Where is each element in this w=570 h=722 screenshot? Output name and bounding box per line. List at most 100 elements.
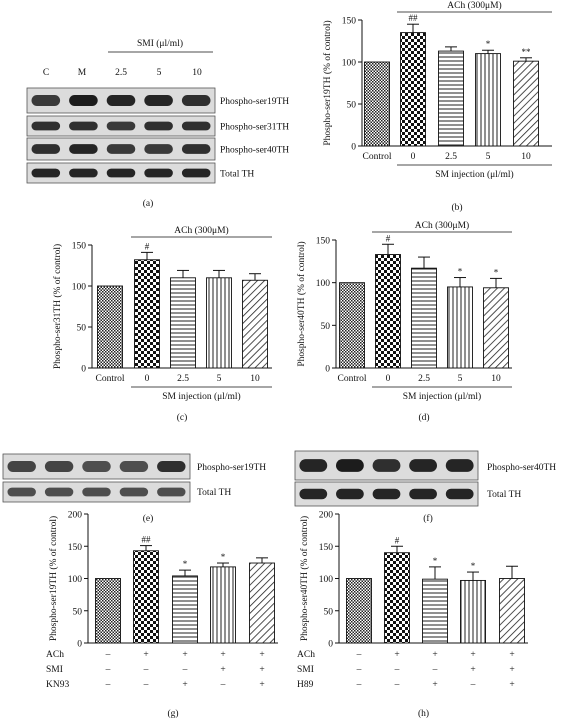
bar: [438, 50, 464, 147]
treatment-sign: +: [432, 680, 437, 690]
panel-label: (e): [143, 513, 154, 524]
treatment-sign: –: [105, 650, 111, 660]
x-tick-label: 2.5: [445, 152, 457, 162]
blot-e-row-strip: [2, 481, 191, 503]
panel-label: (a): [143, 198, 154, 209]
band: [335, 459, 364, 472]
band: [106, 121, 136, 131]
bar: [242, 279, 268, 369]
blot-a-row-strip: [26, 87, 216, 114]
treatment-name: KN93: [46, 680, 69, 690]
x-tick-label: Control: [95, 374, 124, 384]
x-tick-label: 5: [486, 152, 491, 162]
treatment-sign: –: [470, 680, 476, 690]
blot-f-row-strip: [294, 450, 479, 481]
treatment-name: ACh: [46, 650, 64, 660]
band: [69, 144, 98, 154]
blot-a-row-label: Phospho-ser40TH: [220, 146, 289, 156]
significance-label: #: [386, 233, 391, 243]
treatment-sign: +: [470, 665, 475, 675]
y-tick-label: 50: [73, 607, 83, 617]
bar: [447, 286, 473, 369]
treatment-sign: –: [182, 665, 188, 675]
band: [445, 488, 474, 500]
band: [31, 168, 61, 178]
band: [7, 461, 36, 472]
blot-e-row-label: Total TH: [197, 488, 231, 498]
significance-label: *: [494, 267, 499, 277]
band: [31, 121, 61, 131]
band: [181, 95, 211, 106]
bar: [422, 578, 448, 644]
band: [106, 144, 136, 154]
lane-label: C: [43, 68, 49, 78]
band: [144, 144, 173, 154]
significance-label: #: [145, 241, 150, 251]
blot-a-row-label: Phospho-ser31TH: [220, 123, 289, 133]
treatment-sign: –: [105, 665, 111, 675]
y-tick-label: 0: [351, 143, 356, 153]
sm-label: SM injection (μl/ml): [162, 391, 240, 402]
bar: [499, 578, 525, 644]
bar: [249, 562, 275, 644]
chart-h: 0 50 100 150 200 Phospho-ser40TH (% of contro…: [297, 511, 528, 719]
x-tick-label: Control: [337, 374, 366, 384]
x-tick-label: 10: [521, 152, 531, 162]
blot-e-row-label: Phospho-ser19TH: [197, 463, 266, 473]
blot-a-row-strip: [26, 115, 216, 137]
band: [181, 144, 211, 154]
treatment-sign: –: [220, 680, 226, 690]
band: [144, 121, 173, 131]
significance-label: *: [433, 556, 438, 566]
y-tick-label: 100: [342, 59, 357, 69]
treatment-sign: +: [394, 650, 399, 660]
chart-g: 0 50 100 150 200 Phospho-ser19TH (% of contro…: [46, 511, 278, 719]
band: [44, 461, 74, 472]
x-tick-label: 0: [411, 152, 416, 162]
x-tick-label: 0: [145, 374, 150, 384]
band: [157, 487, 186, 497]
y-tick-label: 100: [72, 283, 87, 293]
blot-a: SMI (μl/ml) C M 2.5 5 10 Phospho-ser19TH Phosph…: [26, 38, 289, 209]
y-tick-label: 0: [328, 640, 333, 650]
blot-a-header: SMI (μl/ml): [137, 38, 183, 49]
band: [144, 168, 173, 178]
y-axis-label: Phospho-ser40TH (% of control): [299, 516, 310, 641]
band: [144, 95, 173, 106]
bar: [400, 32, 426, 147]
bar: [339, 282, 365, 369]
y-tick-label: 50: [324, 607, 334, 617]
treatment-name: H89: [297, 680, 314, 690]
y-tick-label: 100: [68, 575, 83, 585]
treatment-sign: –: [432, 665, 438, 675]
bar: [95, 578, 121, 644]
bar: [513, 60, 539, 147]
treatment-sign: –: [143, 665, 149, 675]
treatment-sign: –: [394, 665, 400, 675]
band: [299, 488, 328, 500]
band: [31, 95, 61, 106]
band: [69, 121, 98, 131]
y-tick-label: 50: [347, 101, 357, 111]
band: [372, 488, 401, 500]
blot-f-row-label: Total TH: [487, 490, 521, 500]
panel-label: (f): [423, 513, 433, 524]
bar: [134, 259, 160, 369]
blot-f-row-label: Phospho-ser40TH: [487, 463, 556, 473]
significance-label: *: [183, 559, 188, 569]
bar: [460, 579, 486, 644]
bar: [206, 277, 232, 369]
significance-label: #: [395, 535, 400, 545]
sm-label: SM injection (μl/ml): [435, 169, 513, 180]
blot-e: Phospho-ser19TH Total TH (e): [2, 453, 266, 524]
panel-label: (b): [451, 202, 462, 213]
bar: [170, 277, 196, 369]
y-tick-label: 150: [342, 17, 357, 27]
treatment-sign: –: [105, 680, 111, 690]
significance-label: ##: [409, 13, 419, 23]
treatment-sign: –: [143, 680, 149, 690]
treatment-sign: +: [220, 650, 225, 660]
treatment-name: ACh: [297, 650, 315, 660]
band: [106, 95, 136, 106]
